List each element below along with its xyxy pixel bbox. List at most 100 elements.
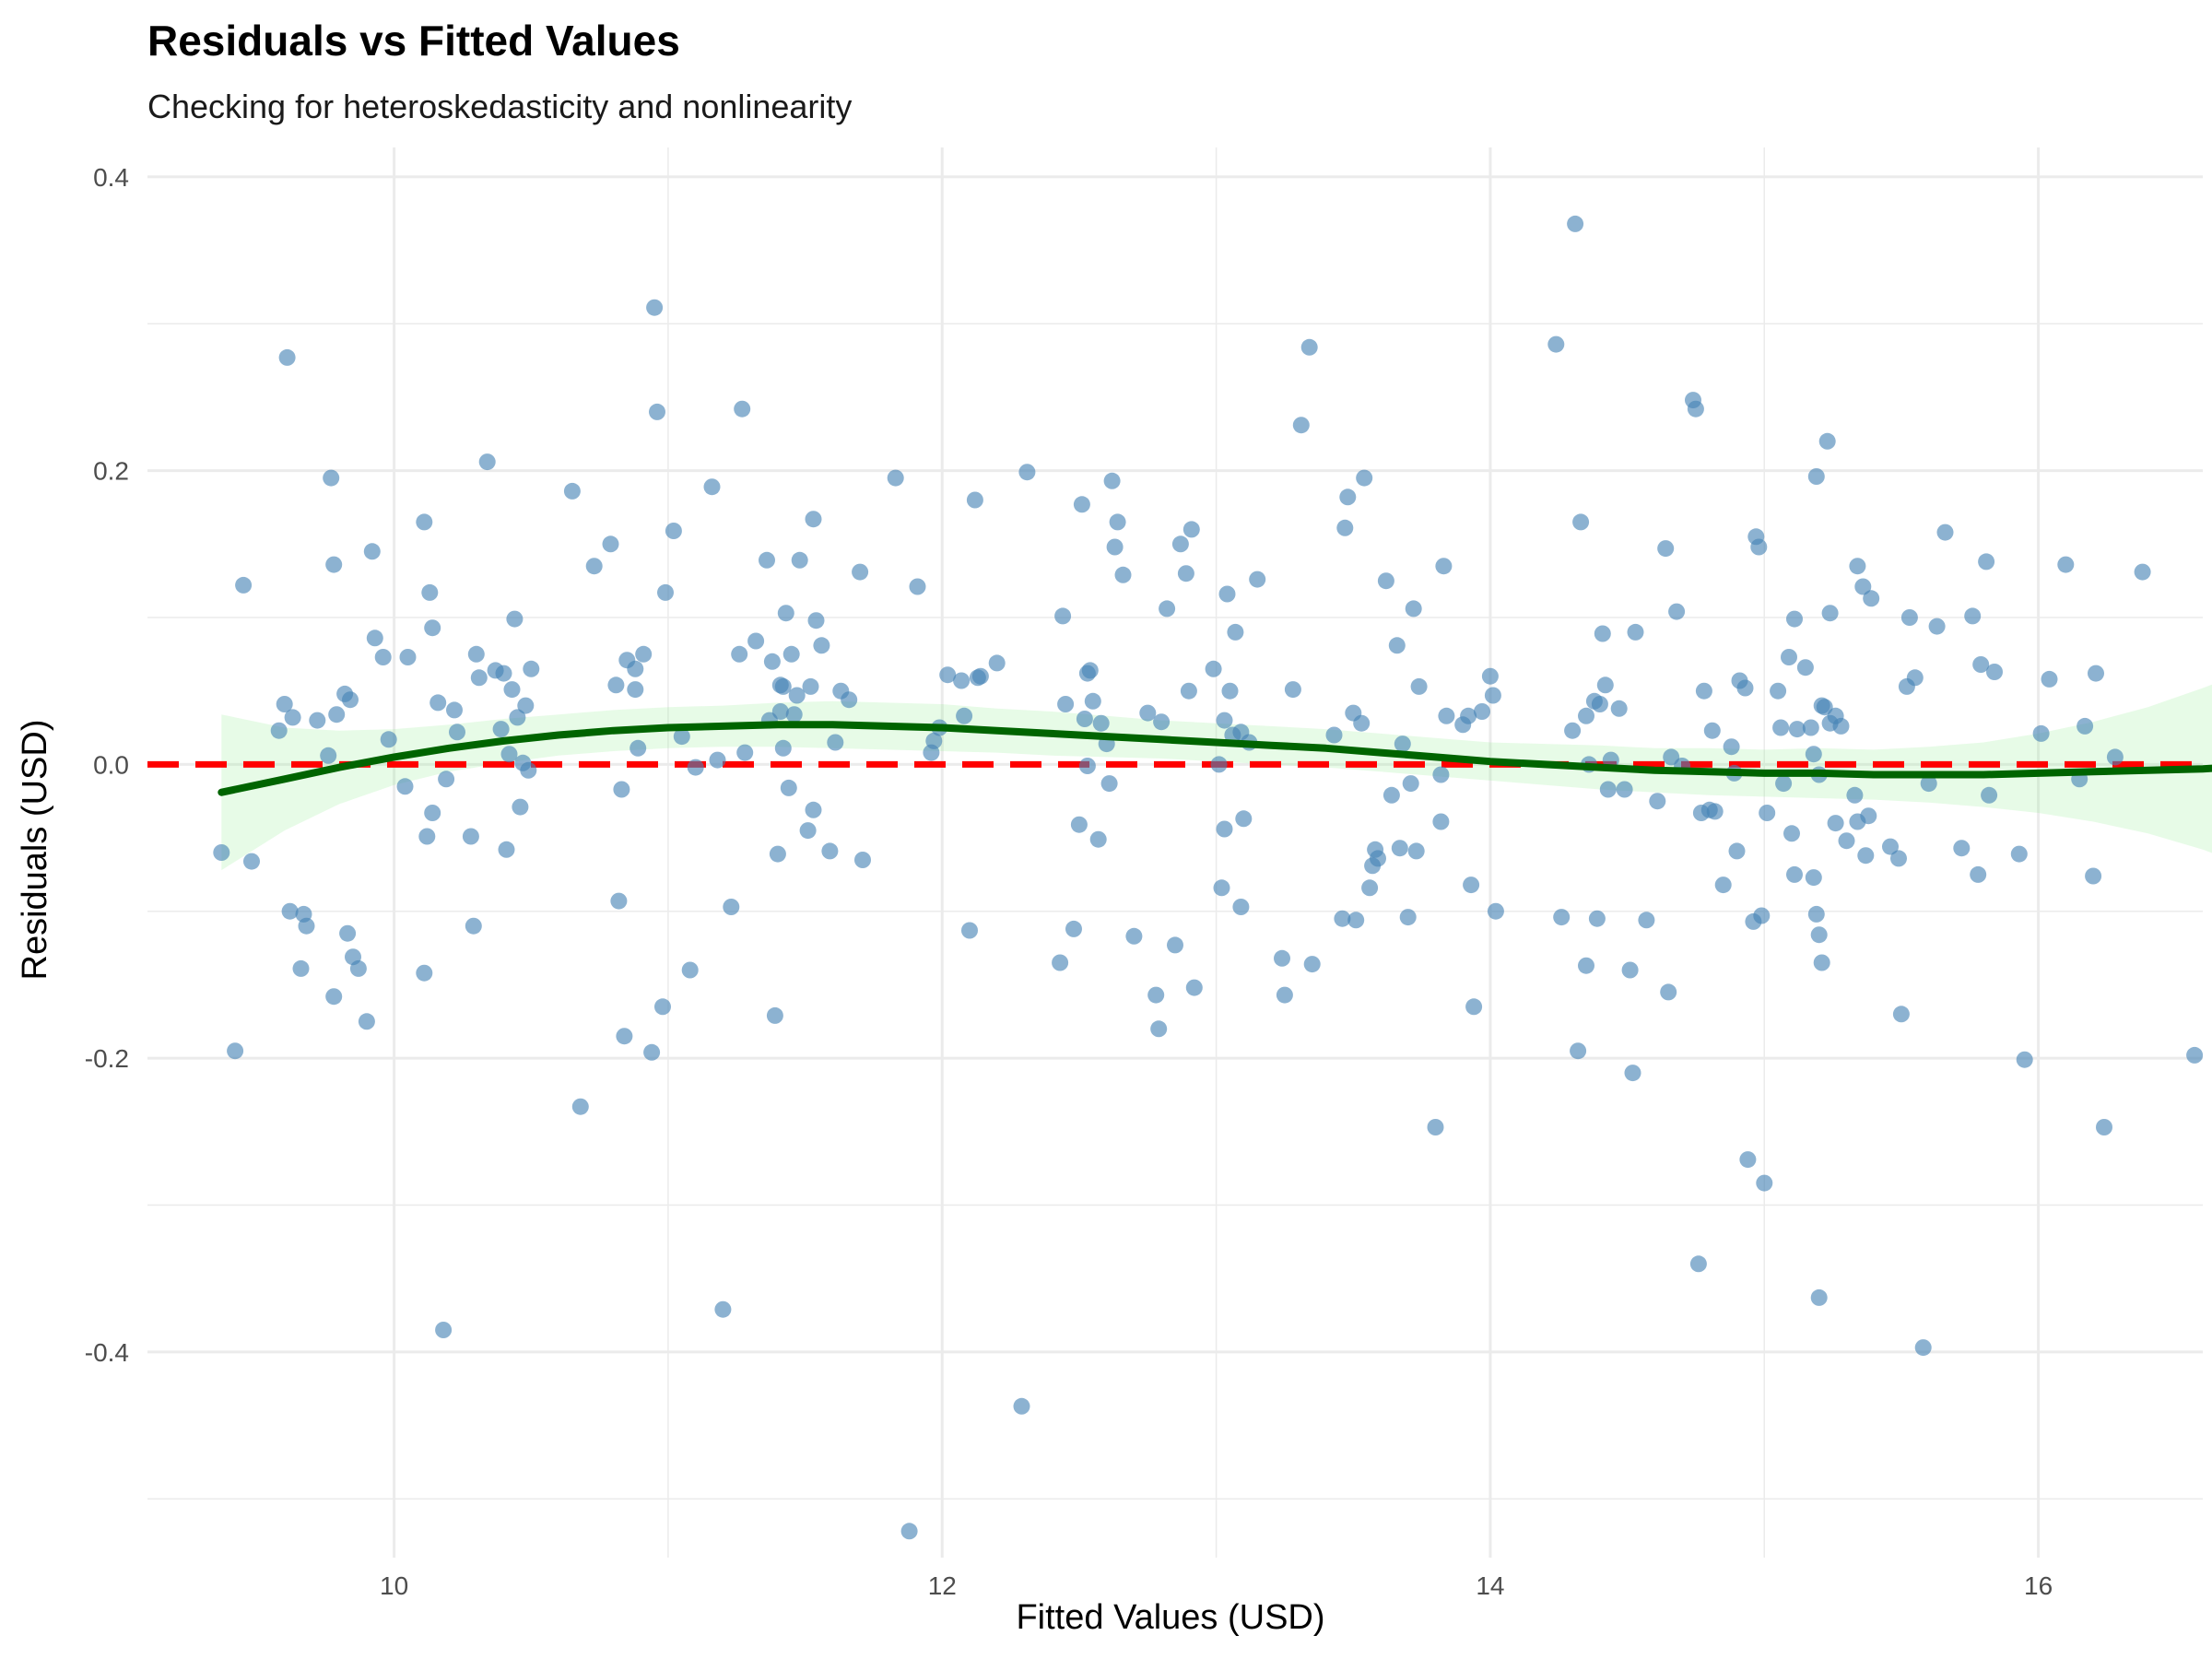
data-point: [363, 543, 381, 560]
confidence-band: [221, 684, 2212, 871]
data-point: [1821, 605, 1839, 622]
data-point: [774, 677, 792, 695]
data-point: [1591, 696, 1608, 712]
data-point: [509, 709, 526, 726]
data-point: [523, 660, 540, 677]
data-point: [1863, 590, 1880, 607]
data-point: [1796, 659, 1814, 677]
data-point: [1807, 905, 1825, 923]
data-point: [1213, 879, 1230, 897]
data-point: [1599, 781, 1617, 798]
data-point: [1353, 714, 1371, 732]
data-point: [1218, 585, 1236, 603]
data-point: [1388, 637, 1406, 654]
data-point: [1753, 907, 1771, 924]
data-point: [1370, 850, 1386, 867]
data-point: [339, 924, 357, 942]
data-point: [769, 845, 786, 863]
data-point: [956, 707, 973, 724]
data-point: [673, 728, 690, 746]
data-point: [799, 822, 817, 840]
data-point: [805, 511, 822, 528]
data-point: [643, 1043, 661, 1061]
data-point: [421, 583, 439, 601]
data-point: [629, 739, 647, 757]
data-point: [1805, 746, 1822, 763]
data-point: [854, 852, 871, 868]
data-point: [1292, 417, 1310, 434]
tick-labels: 10 12 14 16 -0.4 -0.2 0.0 0.2 0.4: [85, 163, 2053, 1600]
data-point: [380, 731, 397, 748]
data-point: [227, 1042, 244, 1060]
data-point: [1481, 667, 1499, 685]
data-point: [1567, 215, 1584, 232]
data-point: [1182, 521, 1200, 538]
y-tick-label: -0.2: [85, 1044, 129, 1073]
data-point: [1953, 840, 1971, 857]
data-point: [627, 681, 644, 699]
data-point: [2088, 665, 2104, 682]
data-point: [1180, 682, 1197, 700]
data-point: [1399, 909, 1417, 926]
data-point: [1427, 1119, 1444, 1135]
data-point: [506, 610, 524, 628]
data-point: [1860, 807, 1877, 825]
data-point: [841, 691, 858, 709]
data-point: [1578, 707, 1594, 724]
data-point: [1547, 335, 1565, 353]
data-point: [349, 959, 367, 977]
data-point: [1627, 623, 1644, 641]
data-point: [782, 645, 800, 663]
data-point: [498, 841, 515, 858]
data-point: [1827, 815, 1844, 832]
data-point: [1813, 954, 1830, 971]
data-point: [1594, 625, 1611, 642]
data-point: [1205, 660, 1222, 677]
x-tick-label: 12: [928, 1571, 957, 1600]
data-point: [1807, 468, 1825, 485]
data-point: [1402, 775, 1419, 793]
data-point: [1610, 700, 1628, 717]
data-point: [328, 706, 346, 724]
data-point: [1624, 1065, 1641, 1082]
data-point: [1964, 607, 1982, 625]
scatter-points: [213, 215, 2204, 1540]
data-point: [1750, 538, 1768, 556]
data-point: [1906, 669, 1924, 687]
data-point: [1177, 565, 1194, 582]
data-point: [1616, 781, 1633, 798]
data-point: [988, 654, 1006, 672]
data-point: [734, 400, 751, 418]
data-point: [1572, 513, 1590, 531]
data-point: [325, 988, 343, 1006]
data-point: [909, 578, 926, 595]
data-point: [1221, 682, 1239, 700]
data-point: [703, 478, 721, 496]
data-point: [478, 453, 496, 471]
y-tick-label: 0.4: [93, 163, 129, 192]
data-point: [325, 556, 343, 573]
data-point: [1084, 692, 1101, 710]
data-point: [1810, 1288, 1828, 1306]
data-point: [613, 781, 630, 798]
x-tick-label: 14: [1476, 1571, 1504, 1600]
data-point: [925, 732, 943, 749]
data-point: [424, 805, 441, 821]
data-point: [1356, 469, 1373, 487]
data-point: [1786, 865, 1803, 883]
data-point: [358, 1013, 375, 1030]
data-point: [1405, 600, 1422, 618]
data-point: [1668, 603, 1686, 620]
data-point: [1227, 623, 1244, 641]
data-point: [1325, 726, 1343, 744]
data-point: [1660, 983, 1677, 1001]
data-point: [1564, 722, 1582, 739]
data-point: [503, 681, 521, 699]
data-point: [1687, 400, 1704, 418]
data-point: [1928, 618, 1946, 635]
data-point: [1578, 957, 1594, 974]
data-point: [1274, 949, 1290, 967]
data-point: [887, 469, 904, 487]
chart-subtitle: Checking for heteroskedasticity and nonl…: [147, 88, 852, 125]
data-point: [416, 964, 433, 982]
